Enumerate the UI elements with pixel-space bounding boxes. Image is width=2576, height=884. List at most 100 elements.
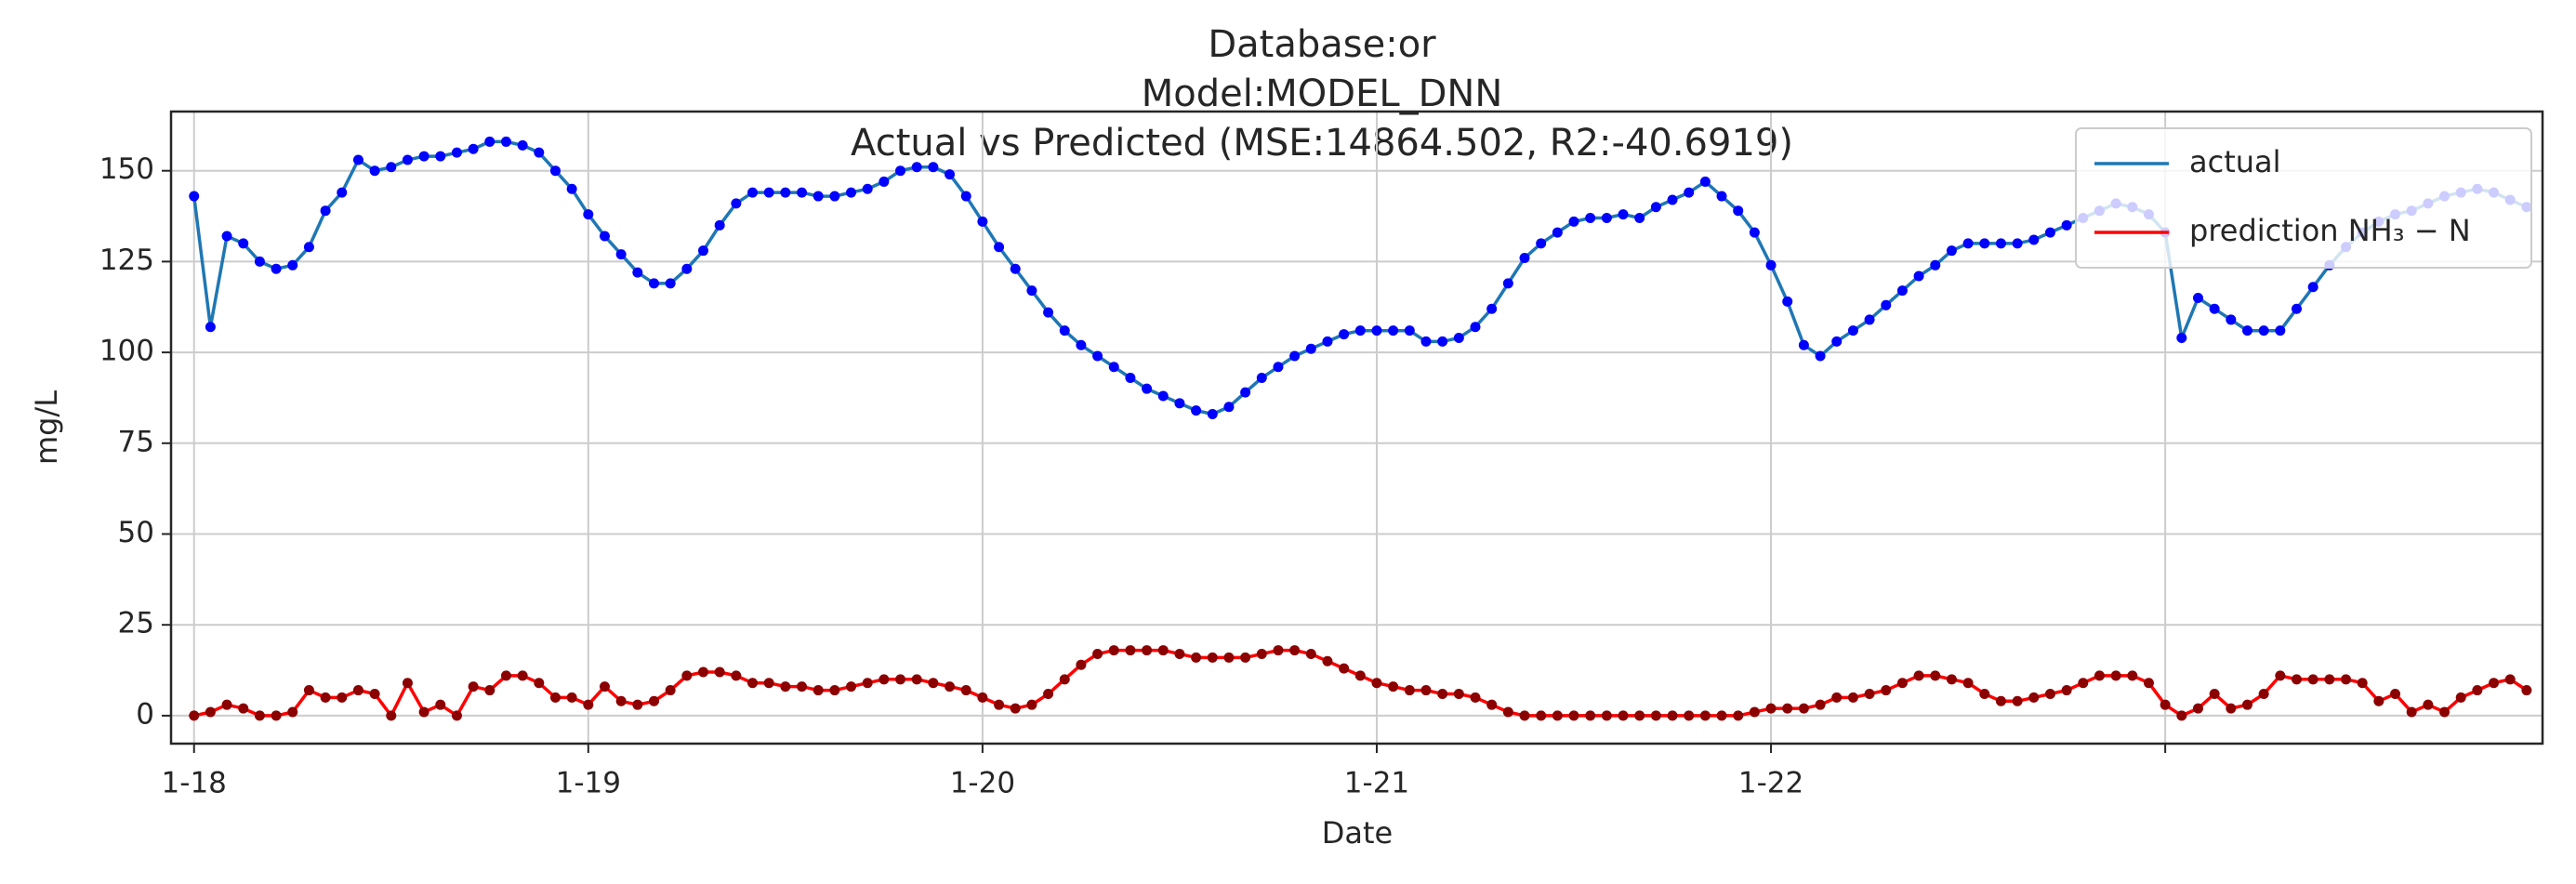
data-point — [352, 685, 363, 696]
data-point — [1125, 645, 1136, 656]
chart-title: Actual vs Predicted (MSE:14864.502, R2:-… — [851, 122, 1793, 165]
data-point — [583, 699, 594, 710]
data-point — [2192, 292, 2203, 303]
y-tick-label: 75 — [118, 425, 154, 458]
data-point — [1026, 285, 1037, 297]
data-point — [386, 162, 397, 173]
data-point — [221, 699, 232, 710]
data-point — [435, 151, 446, 162]
data-point — [846, 187, 857, 198]
data-point — [960, 191, 971, 202]
data-point — [189, 710, 200, 721]
data-point — [1354, 325, 1366, 336]
data-point — [862, 678, 873, 689]
data-point — [2176, 332, 2187, 343]
data-point — [960, 685, 971, 696]
data-point — [1765, 259, 1777, 270]
data-point — [1881, 685, 1892, 696]
data-point — [648, 695, 659, 706]
data-point — [1354, 670, 1366, 681]
data-point — [1486, 303, 1498, 314]
data-point — [189, 191, 200, 202]
data-point — [1289, 645, 1301, 656]
data-point — [2078, 678, 2089, 689]
data-point — [698, 245, 709, 257]
data-point — [468, 143, 479, 154]
data-point — [2044, 227, 2055, 238]
data-point — [731, 670, 742, 681]
data-point — [1684, 187, 1695, 198]
data-point — [2127, 670, 2138, 681]
data-point — [1470, 692, 1481, 703]
data-point — [1536, 710, 1547, 721]
data-point — [271, 263, 282, 274]
data-point — [238, 238, 249, 249]
data-point — [2012, 238, 2023, 249]
data-point — [1733, 710, 1744, 721]
data-point — [1092, 648, 1103, 659]
data-point — [1256, 372, 1267, 383]
data-point — [303, 685, 314, 696]
data-point — [1684, 710, 1695, 721]
data-point — [615, 249, 627, 260]
data-point — [1585, 710, 1596, 721]
data-point — [1256, 648, 1267, 659]
data-point — [911, 674, 922, 685]
y-axis-label: mg/L — [29, 390, 64, 465]
data-point — [2357, 678, 2368, 689]
data-point — [1782, 703, 1793, 714]
data-point — [2307, 674, 2318, 685]
chart-title: Database:or — [1208, 23, 1436, 66]
data-point — [763, 187, 774, 198]
data-point — [205, 706, 216, 718]
data-point — [517, 670, 528, 681]
data-point — [2226, 314, 2237, 325]
data-point — [1142, 383, 1153, 394]
data-point — [1896, 678, 1908, 689]
data-point — [352, 154, 363, 165]
data-point — [1881, 299, 1892, 310]
data-point — [1174, 648, 1185, 659]
data-point — [2061, 685, 2072, 696]
data-point — [1371, 678, 1382, 689]
data-point — [2504, 674, 2516, 685]
data-point — [2275, 325, 2286, 336]
data-point — [862, 183, 873, 194]
data-point — [1864, 314, 1875, 325]
data-point — [1913, 270, 1924, 282]
data-point — [1847, 325, 1858, 336]
data-point — [1979, 238, 1990, 249]
data-point — [1026, 699, 1037, 710]
data-point — [1157, 390, 1169, 402]
data-point — [2341, 674, 2352, 685]
data-point — [271, 710, 282, 721]
data-point — [287, 706, 298, 718]
data-point — [1108, 645, 1119, 656]
data-point — [977, 692, 988, 703]
data-point — [747, 678, 759, 689]
data-point — [911, 162, 922, 173]
data-point — [435, 699, 446, 710]
data-point — [1864, 688, 1875, 699]
data-point — [205, 322, 216, 333]
data-point — [1765, 703, 1777, 714]
data-point — [2373, 695, 2384, 706]
data-point — [1650, 710, 1661, 721]
data-point — [500, 136, 511, 147]
data-point — [468, 681, 479, 693]
data-point — [1322, 655, 1333, 666]
data-point — [1962, 238, 1974, 249]
data-point — [829, 685, 840, 696]
data-point — [320, 692, 331, 703]
data-point — [1749, 227, 1760, 238]
data-point — [797, 187, 808, 198]
data-point — [1157, 645, 1169, 656]
data-point — [1437, 336, 1448, 347]
data-point — [1519, 252, 1530, 263]
data-point — [2028, 692, 2040, 703]
data-point — [665, 278, 676, 289]
data-point — [320, 205, 331, 217]
data-point — [1634, 710, 1645, 721]
data-point — [846, 681, 857, 693]
data-point — [945, 681, 956, 693]
